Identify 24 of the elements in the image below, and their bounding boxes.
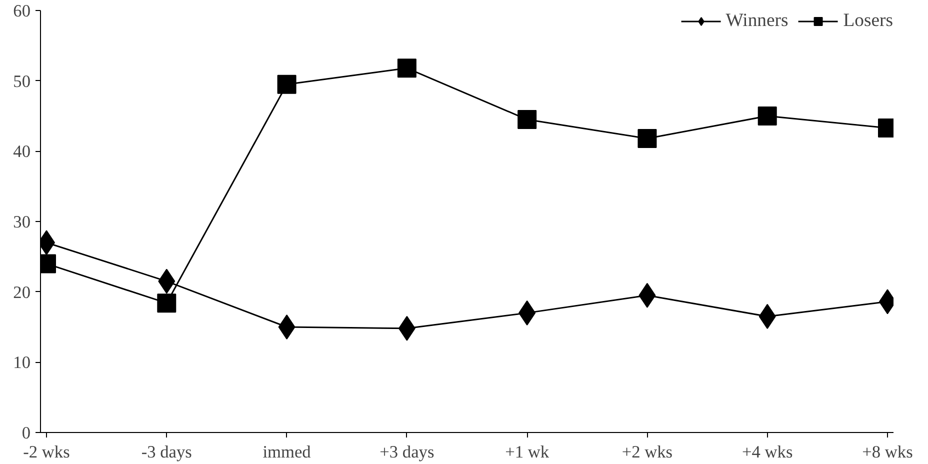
y-tick-label: 0 bbox=[22, 424, 31, 442]
x-tick-label: +4 wks bbox=[742, 442, 793, 462]
point bbox=[277, 74, 296, 94]
point bbox=[518, 110, 537, 130]
point bbox=[758, 106, 777, 126]
x-tick-label: +8 wks bbox=[862, 442, 914, 462]
y-tick-label: 40 bbox=[13, 142, 30, 162]
x-tick-label: -2 wks bbox=[23, 442, 70, 462]
point bbox=[397, 58, 416, 78]
x-tick-label: +1 wk bbox=[505, 442, 550, 462]
point bbox=[157, 294, 176, 313]
y-tick-label: 10 bbox=[13, 353, 30, 372]
y-tick-label: 20 bbox=[13, 282, 30, 302]
y-tick-label: 30 bbox=[13, 212, 30, 232]
y-tick-label: 60 bbox=[13, 2, 30, 20]
point bbox=[638, 129, 657, 148]
y-tick-label: 50 bbox=[13, 72, 30, 91]
x-tick-label: +2 wks bbox=[622, 442, 673, 462]
x-tick-label: -3 days bbox=[141, 442, 192, 462]
x-tick-label: immed bbox=[262, 442, 312, 462]
point bbox=[278, 314, 296, 340]
legend-label: Losers bbox=[843, 10, 893, 32]
legend-label: Winners bbox=[726, 10, 788, 32]
x-tick-label: +3 days bbox=[380, 442, 434, 462]
